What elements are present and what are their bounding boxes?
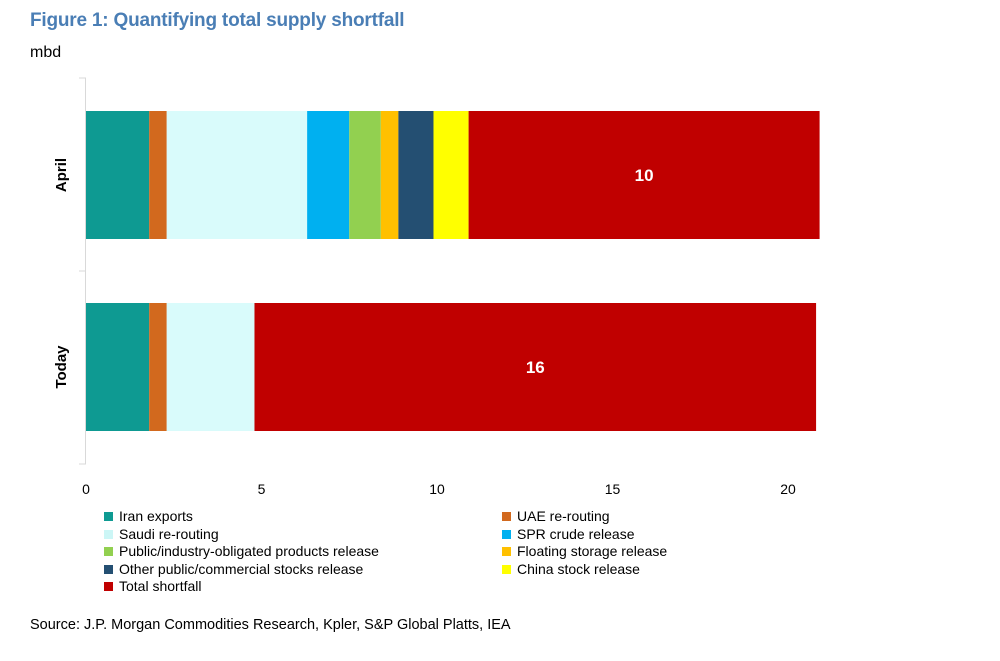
x-tick-label: 10 (429, 481, 445, 497)
legend-swatch (104, 547, 113, 556)
category-label-april: April (53, 158, 70, 192)
legend-item: Total shortfall (104, 578, 201, 595)
legend-swatch (104, 529, 113, 539)
legend-item: SPR crude release (502, 526, 635, 543)
bar-segment-today-iran-exports (86, 303, 150, 431)
bar-segment-april-iran-exports (86, 111, 150, 239)
legend-item: UAE re-routing (502, 508, 610, 525)
bar-segment-april-other-public-commercial-stocks-release (398, 111, 434, 239)
bar-segment-april-total-shortfall (468, 111, 820, 239)
source-note: Source: J.P. Morgan Commodities Research… (30, 617, 511, 633)
bar-segment-today-total-shortfall (254, 303, 817, 431)
legend-item: Floating storage release (502, 543, 667, 560)
bar-segment-april-floating-storage-release (380, 111, 399, 239)
x-tick-label: 0 (82, 481, 90, 497)
legend-label: Other public/commercial stocks release (119, 560, 364, 577)
chart-title: Figure 1: Quantifying total supply short… (30, 10, 405, 31)
legend-swatch (502, 529, 511, 539)
x-tick-label: 5 (258, 481, 266, 497)
category-label-today: Today (53, 345, 70, 389)
bar-segment-april-spr-crude-release (307, 111, 350, 239)
bar-segment-april-public-industry-obligated-products-release (349, 111, 381, 239)
data-label-today: 16 (526, 358, 545, 377)
bar-segment-today-saudi-re-routing (166, 303, 255, 431)
legend-item: China stock release (502, 561, 640, 578)
unit-label: mbd (30, 44, 62, 61)
legend-label: UAE re-routing (517, 508, 610, 524)
legend-swatch (104, 512, 113, 521)
bar-segment-april-uae-re-routing (149, 111, 167, 239)
legend-swatch (502, 564, 511, 574)
legend-label: Total shortfall (119, 578, 202, 594)
x-tick-label: 15 (605, 481, 621, 497)
legend-label: Public/industry-obligated products relea… (119, 543, 379, 559)
bar-segment-april-china-stock-release (433, 111, 469, 239)
legend-item: Public/industry-obligated products relea… (104, 543, 379, 560)
x-tick-label: 20 (780, 481, 796, 497)
legend-label: China stock release (517, 560, 640, 577)
legend-label: Saudi re-routing (119, 525, 219, 542)
legend-label: Iran exports (119, 508, 193, 524)
legend-swatch (502, 547, 511, 556)
legend-label: Floating storage release (517, 543, 668, 559)
legend-item: Other public/commercial stocks release (104, 561, 363, 578)
legend-swatch (104, 564, 113, 574)
bar-segment-today-uae-re-routing (149, 303, 167, 431)
legend-item: Iran exports (104, 508, 193, 525)
bar-segment-april-saudi-re-routing (166, 111, 308, 239)
legend-swatch (104, 582, 113, 591)
legend-swatch (502, 512, 511, 521)
legend-item: Saudi re-routing (104, 526, 219, 543)
data-label-april: 10 (635, 166, 654, 185)
legend-label: SPR crude release (517, 525, 635, 542)
